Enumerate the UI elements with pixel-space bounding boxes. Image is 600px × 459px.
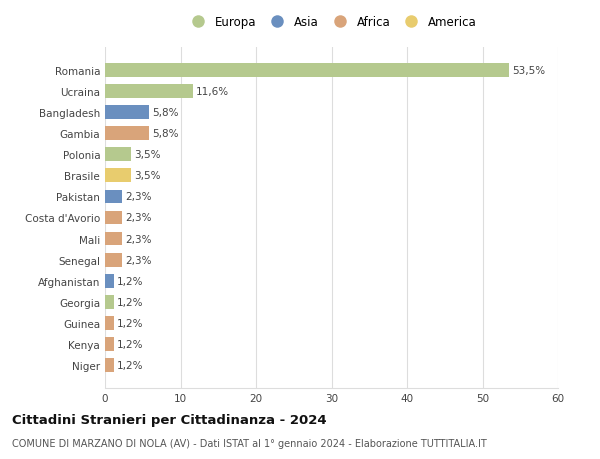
Bar [105, 253, 122, 267]
Bar [105, 274, 114, 288]
Bar [105, 85, 193, 98]
Bar [105, 317, 114, 330]
Bar [105, 338, 114, 351]
Text: 1,2%: 1,2% [117, 276, 143, 286]
Bar [105, 296, 114, 309]
Text: 2,3%: 2,3% [125, 192, 152, 202]
Text: 1,2%: 1,2% [117, 319, 143, 328]
Text: 5,8%: 5,8% [152, 108, 178, 118]
Bar [105, 148, 131, 162]
Bar [105, 169, 131, 183]
Text: 5,8%: 5,8% [152, 129, 178, 139]
Text: 1,2%: 1,2% [117, 297, 143, 308]
Text: 3,5%: 3,5% [134, 150, 161, 160]
Bar [105, 190, 122, 204]
Text: 3,5%: 3,5% [134, 171, 161, 181]
Text: 1,2%: 1,2% [117, 361, 143, 370]
Bar [105, 232, 122, 246]
Text: 1,2%: 1,2% [117, 340, 143, 349]
Text: 2,3%: 2,3% [125, 234, 152, 244]
Bar [105, 359, 114, 372]
Text: Cittadini Stranieri per Cittadinanza - 2024: Cittadini Stranieri per Cittadinanza - 2… [12, 413, 326, 426]
Text: COMUNE DI MARZANO DI NOLA (AV) - Dati ISTAT al 1° gennaio 2024 - Elaborazione TU: COMUNE DI MARZANO DI NOLA (AV) - Dati IS… [12, 438, 487, 448]
Legend: Europa, Asia, Africa, America: Europa, Asia, Africa, America [184, 13, 479, 31]
Text: 53,5%: 53,5% [512, 66, 545, 75]
Bar [105, 64, 509, 77]
Text: 2,3%: 2,3% [125, 213, 152, 223]
Text: 11,6%: 11,6% [196, 87, 229, 96]
Bar [105, 106, 149, 119]
Bar [105, 211, 122, 225]
Text: 2,3%: 2,3% [125, 255, 152, 265]
Bar [105, 127, 149, 140]
